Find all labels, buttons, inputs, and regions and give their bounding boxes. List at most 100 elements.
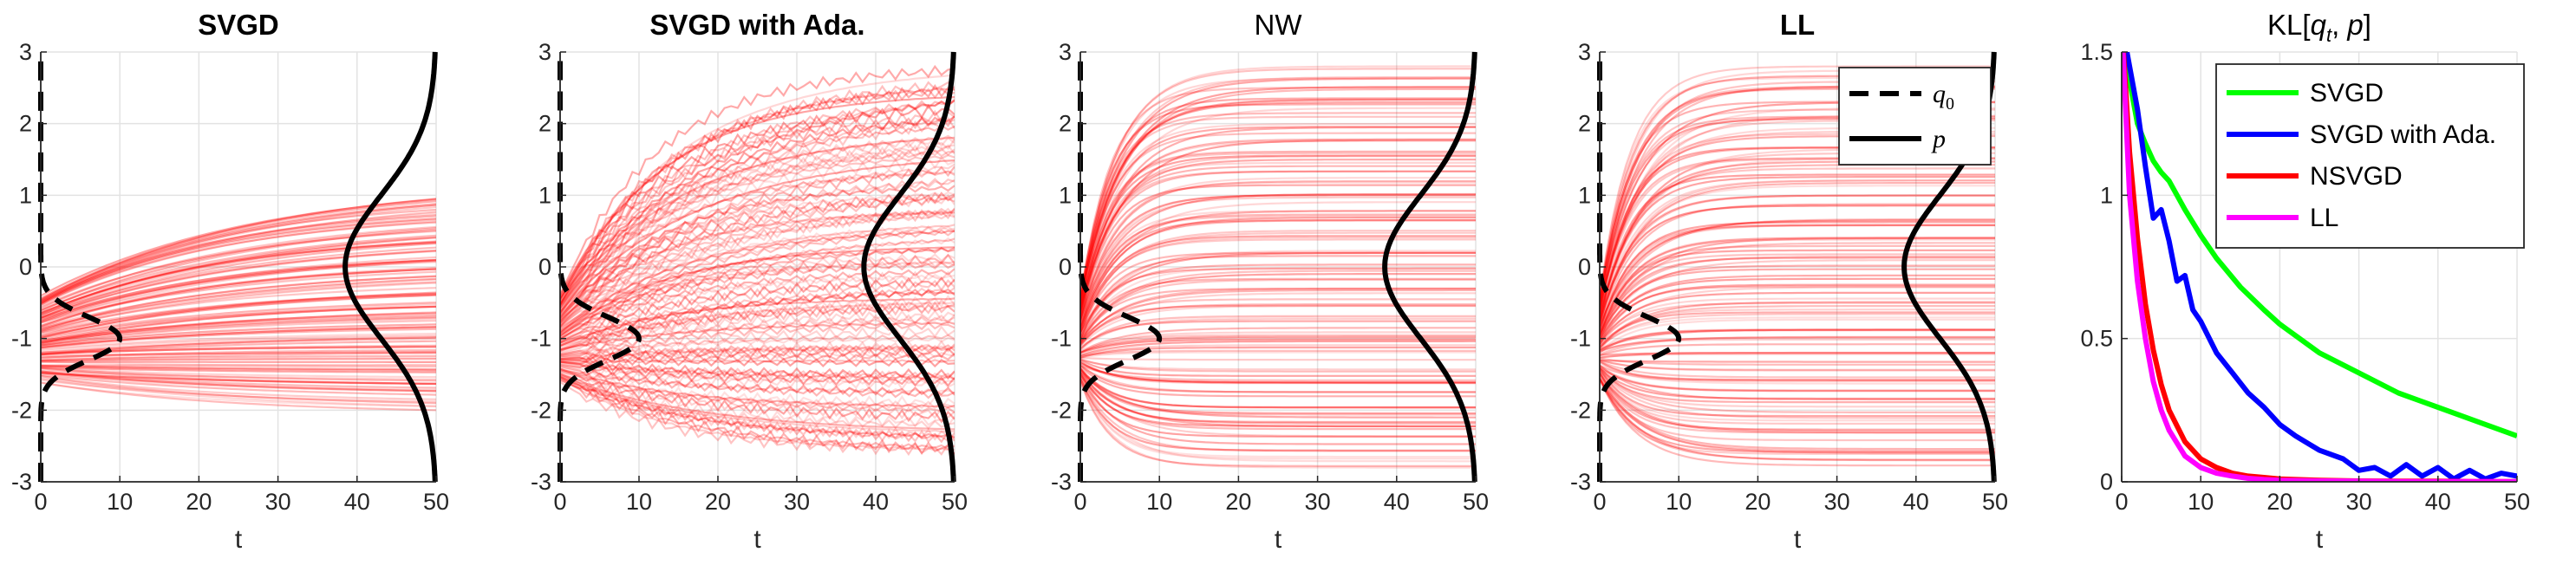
particle-path bbox=[1080, 150, 1476, 312]
particle-path bbox=[560, 314, 955, 352]
particle-path bbox=[41, 315, 436, 344]
particle-path bbox=[560, 178, 955, 319]
particle-path bbox=[1600, 301, 1995, 348]
particle-path bbox=[1080, 361, 1476, 384]
particle-path bbox=[41, 246, 436, 316]
particle-path bbox=[41, 215, 436, 305]
particle-path bbox=[1080, 181, 1476, 319]
particle-path bbox=[560, 139, 955, 312]
particle-path bbox=[1080, 298, 1476, 344]
legend: q0p bbox=[1838, 67, 1992, 166]
particle-path bbox=[1600, 237, 1995, 336]
particle-path bbox=[1600, 353, 1995, 359]
particle-path bbox=[560, 363, 955, 387]
x-tick-label: 30 bbox=[1305, 489, 1331, 515]
particle-path bbox=[41, 268, 436, 324]
particle-path bbox=[1600, 176, 1995, 321]
particle-path bbox=[1600, 302, 1995, 344]
particle-path bbox=[41, 208, 436, 304]
particle-path bbox=[1080, 217, 1476, 329]
particle-path bbox=[1600, 286, 1995, 342]
particle-path bbox=[1600, 277, 1995, 342]
panel-svgd-ada: 0 10 20 30 40 50 -3 -2 -1 0 1 2 3 t SVGD with Ada. bbox=[531, 9, 968, 554]
particle-trajectories bbox=[41, 198, 436, 412]
series-line-svgd-with-ada- bbox=[2124, 52, 2517, 482]
particle-path bbox=[41, 373, 436, 396]
particle-path bbox=[1080, 251, 1476, 336]
particle-path bbox=[560, 153, 955, 314]
particle-path bbox=[41, 379, 436, 403]
x-tick-label: 50 bbox=[1463, 489, 1489, 515]
particle-path bbox=[1080, 161, 1476, 320]
particle-path bbox=[1600, 370, 1995, 419]
particle-path bbox=[560, 377, 955, 433]
particle-path bbox=[560, 247, 955, 334]
particle-path bbox=[1080, 369, 1476, 424]
particle-path bbox=[560, 276, 955, 344]
y-tick-label: -3 bbox=[1051, 469, 1072, 495]
particle-path bbox=[560, 253, 955, 339]
particle-path bbox=[1080, 152, 1476, 315]
particle-path bbox=[41, 292, 436, 334]
particle-trajectories bbox=[560, 64, 955, 457]
particle-path bbox=[41, 291, 436, 340]
particle-path bbox=[560, 185, 955, 322]
particle-path bbox=[560, 321, 955, 356]
particle-path bbox=[41, 234, 436, 312]
particle-path bbox=[1600, 328, 1995, 352]
particle-path bbox=[560, 316, 955, 354]
particle-path bbox=[1600, 364, 1995, 401]
particle-path bbox=[560, 289, 955, 347]
particle-path bbox=[41, 305, 436, 343]
particle-path bbox=[560, 309, 955, 352]
particle-path bbox=[1080, 331, 1476, 354]
y-tick-label: 1 bbox=[1578, 182, 1591, 208]
particle-path bbox=[560, 288, 955, 344]
particle-path bbox=[1080, 362, 1476, 384]
particle-path bbox=[1600, 185, 1995, 325]
particle-path bbox=[1080, 318, 1476, 349]
particle-path bbox=[1080, 177, 1476, 320]
particle-path bbox=[1600, 244, 1995, 336]
particle-path bbox=[1600, 285, 1995, 342]
particle-path bbox=[1080, 138, 1476, 312]
particle-path bbox=[41, 240, 436, 315]
density-p-curve bbox=[861, 51, 956, 483]
particle-path bbox=[1080, 378, 1476, 458]
particle-path bbox=[560, 365, 955, 396]
particle-path bbox=[560, 380, 955, 457]
particle-path bbox=[560, 302, 955, 350]
x-tick-label: 40 bbox=[1384, 489, 1410, 515]
particle-path bbox=[1080, 215, 1476, 327]
particle-path bbox=[560, 297, 955, 347]
particle-path bbox=[41, 230, 436, 309]
title-part: p bbox=[2346, 9, 2363, 41]
y-tick-label: 1 bbox=[2100, 182, 2113, 208]
particle-path bbox=[560, 109, 955, 306]
particle-path bbox=[1600, 318, 1995, 352]
particle-path bbox=[560, 81, 955, 299]
panel-title: KL[qt, p] bbox=[2267, 9, 2371, 46]
particle-path bbox=[1080, 107, 1476, 307]
panel-title: NW bbox=[1255, 9, 1303, 41]
particle-path bbox=[560, 211, 955, 327]
particle-path bbox=[560, 261, 955, 338]
particle-path bbox=[41, 372, 436, 391]
particle-path bbox=[560, 213, 955, 328]
particle-path bbox=[560, 377, 955, 451]
x-axis-label: t bbox=[2316, 525, 2324, 554]
particle-path bbox=[1600, 291, 1995, 345]
particle-path bbox=[1600, 379, 1995, 454]
title-part: q bbox=[2311, 9, 2327, 41]
particle-path bbox=[41, 240, 436, 317]
particle-path bbox=[1600, 364, 1995, 382]
particle-path bbox=[41, 350, 436, 359]
particle-path bbox=[1080, 86, 1476, 301]
x-tick-label: 20 bbox=[2266, 489, 2292, 515]
particle-path bbox=[1600, 338, 1995, 354]
particle-path bbox=[560, 368, 955, 410]
particle-path bbox=[1080, 236, 1476, 334]
particle-path bbox=[1600, 378, 1995, 453]
particle-path bbox=[560, 344, 955, 357]
particle-path bbox=[560, 170, 955, 321]
